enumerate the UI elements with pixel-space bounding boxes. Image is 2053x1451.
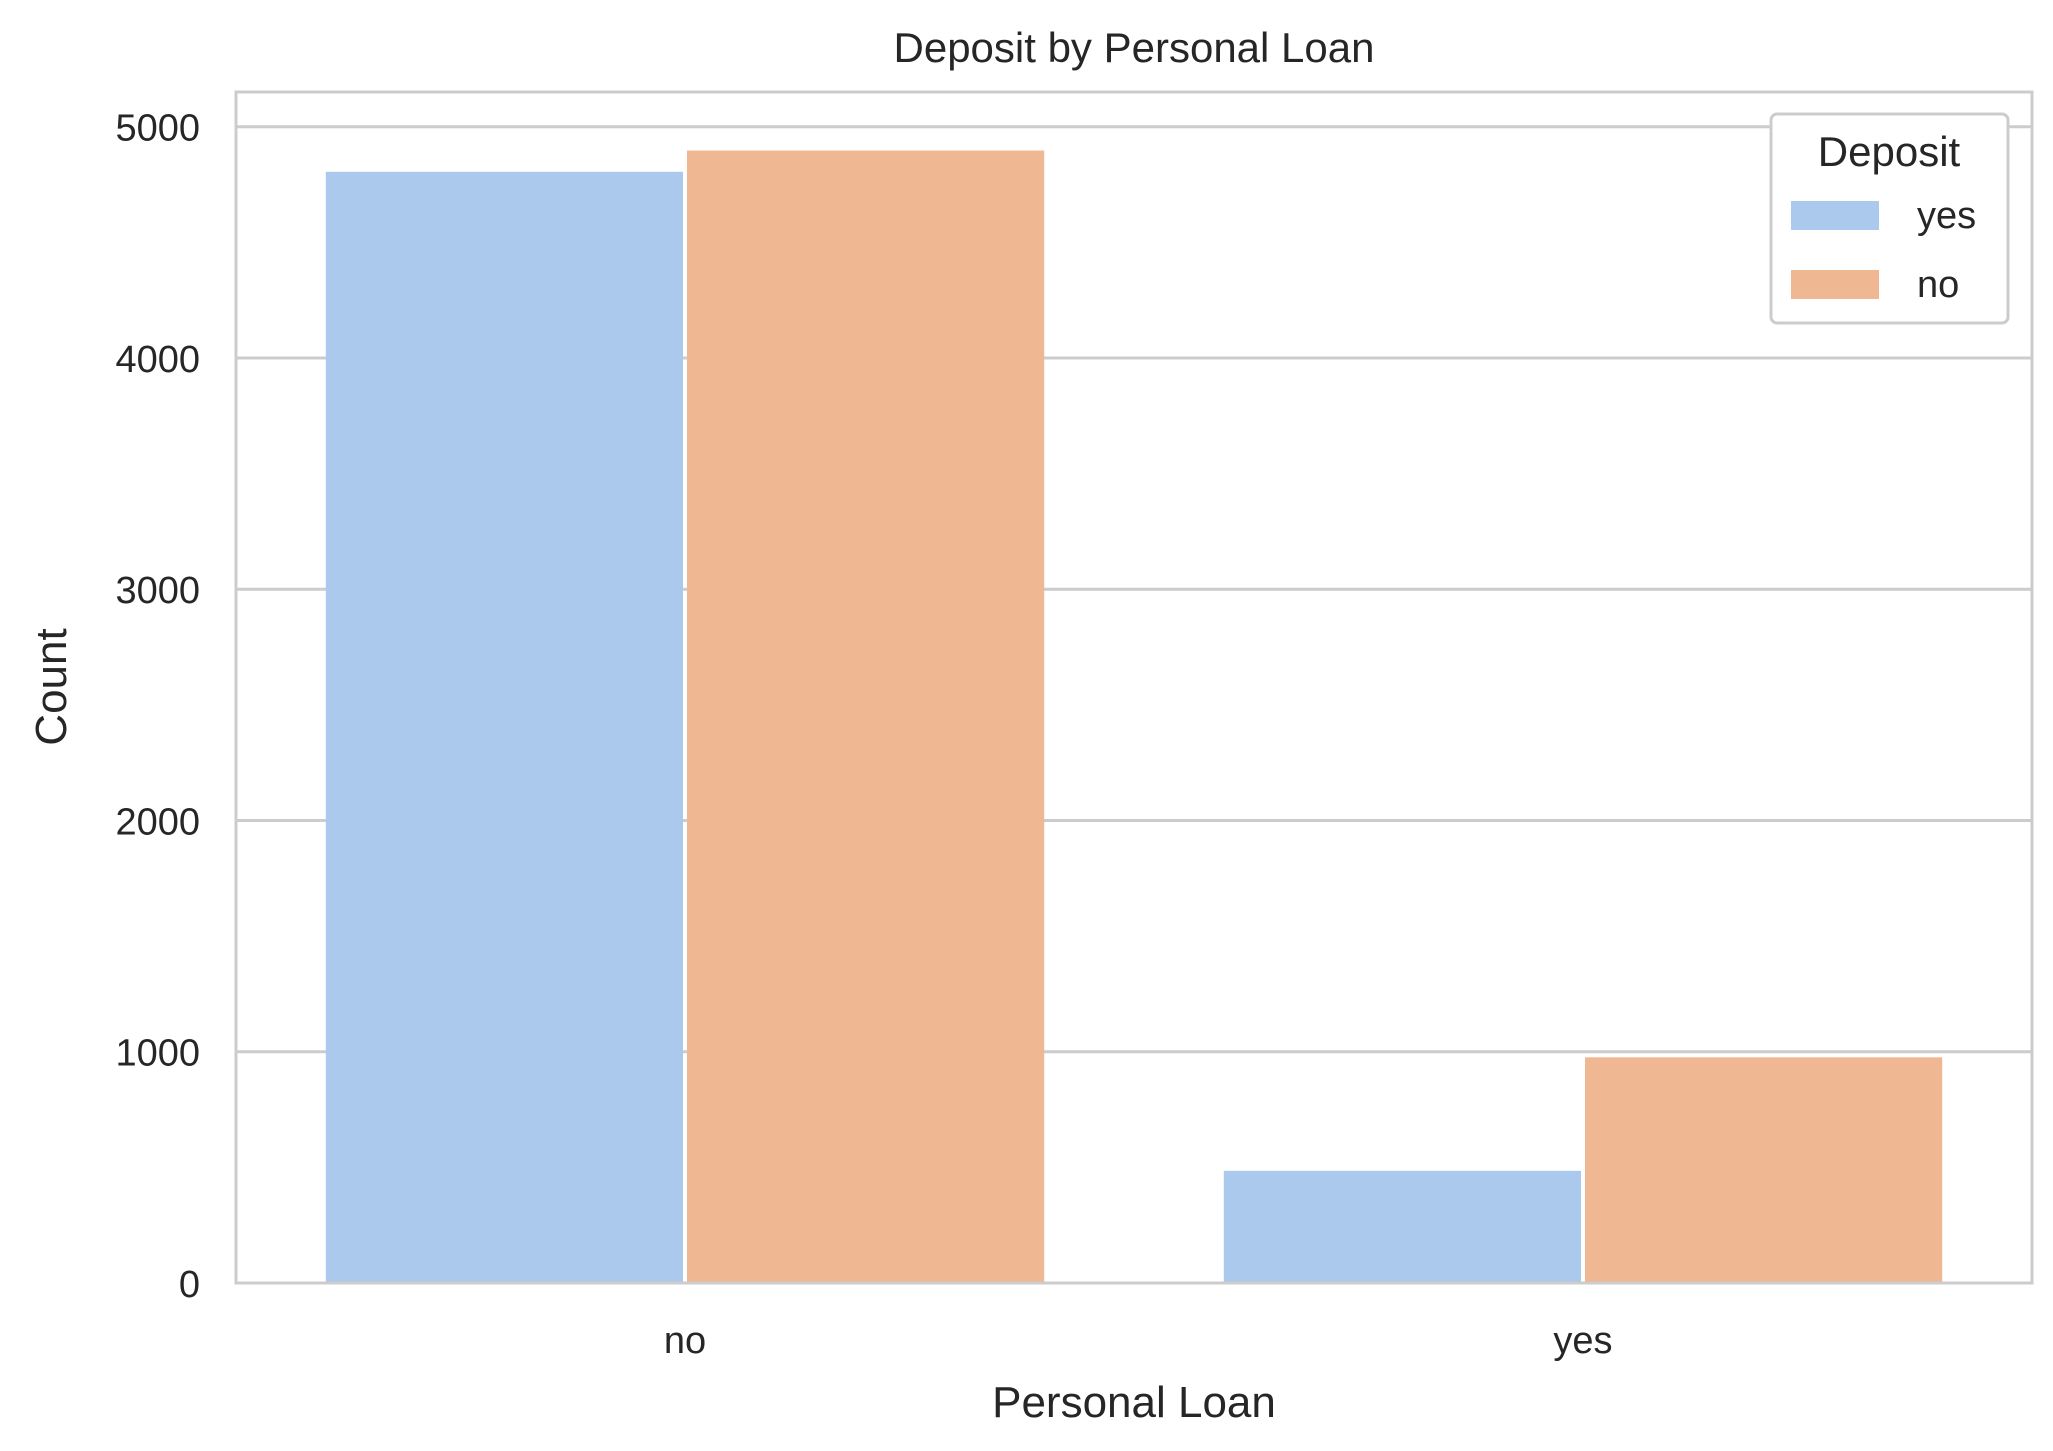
plot-frame: [234, 90, 2034, 1285]
y-tick-label: 1000: [115, 1033, 200, 1075]
y-tick-label: 0: [179, 1264, 200, 1306]
x-axis-label: Personal Loan: [992, 1378, 1276, 1427]
legend-items: yes no: [1791, 195, 1976, 306]
legend-label-no: no: [1917, 264, 1959, 306]
y-tick-label: 2000: [115, 801, 200, 843]
bar-no-yes: [325, 171, 683, 1284]
bar-no-no: [687, 150, 1045, 1284]
x-tick-label: yes: [1553, 1320, 1612, 1362]
legend-title: Deposit: [1818, 128, 1961, 175]
x-tick-label: no: [664, 1320, 706, 1362]
y-tick-label: 3000: [115, 570, 200, 612]
chart-title: Deposit by Personal Loan: [894, 24, 1375, 71]
bar-yes-no: [1585, 1057, 1943, 1283]
y-axis-label: Count: [27, 628, 76, 745]
y-tick-label: 4000: [115, 339, 200, 381]
legend-swatch-no: [1791, 270, 1879, 299]
y-tick-labels: 0 1000 2000 3000 4000 5000: [115, 108, 200, 1306]
legend: Deposit yes no: [1769, 112, 2010, 325]
bar-yes-yes: [1223, 1170, 1581, 1283]
legend-label-yes: yes: [1917, 195, 1976, 237]
x-tick-labels: no yes: [664, 1320, 1613, 1362]
bars: [325, 150, 1943, 1284]
legend-swatch-yes: [1791, 201, 1879, 230]
y-tick-label: 5000: [115, 108, 200, 150]
